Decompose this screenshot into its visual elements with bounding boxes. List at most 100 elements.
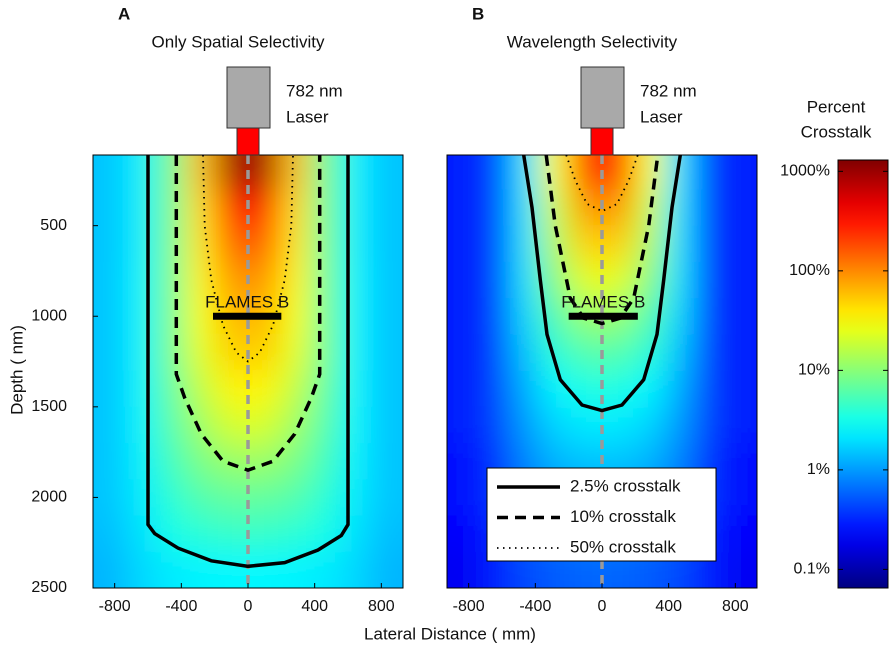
heat-cell [186,443,218,481]
heat-cell [248,406,280,445]
heat-cell [248,225,280,263]
heat-cell [726,515,757,553]
panel-title: Wavelength Selectivity [507,32,678,51]
heat-cell [509,406,541,445]
heat-cell [602,334,634,372]
colorbar-tick-label: 10% [798,362,830,379]
heat-cell [155,479,187,517]
heat-cell [341,334,373,372]
heat-cell [93,225,125,263]
x-tick-label: 400 [655,598,682,615]
heat-cell [124,370,156,408]
heat-cell [93,298,125,336]
x-axis-label: Lateral Distance ( mm) [364,624,536,643]
target-label: FLAMES B [561,293,645,312]
colorbar-tick-label: 100% [789,262,830,279]
heat-cell [509,155,541,191]
heat-cell [602,406,634,445]
heat-cell [248,155,280,191]
heat-cell [447,406,479,445]
y-axis-label: Depth ( nm) [7,325,26,415]
heat-cell [279,298,311,336]
laser-aperture [236,127,260,156]
y-tick-label: 500 [40,217,67,234]
heat-cell [478,189,510,227]
heat-cell [571,225,603,263]
heat-cell [664,370,696,408]
heat-cell [695,155,727,191]
heat-cell [726,155,757,191]
heat-cell [93,189,125,227]
heat-cell [217,225,249,263]
laser-label: 782 nm [286,81,343,100]
contour [174,155,322,473]
heat-cell [341,406,373,445]
heat-cell [372,261,403,300]
colorbar [837,159,889,589]
contour [202,155,294,363]
heat-cell [633,406,665,445]
heat-cell [279,370,311,408]
colorbar-tick-label: 0.1% [794,561,830,578]
heat-cell [372,225,403,263]
heat-cell [341,479,373,517]
heat-cell [664,298,696,336]
y-tick-label: 2000 [31,489,67,506]
heat-cell [124,189,156,227]
heat-cell [372,298,403,336]
heat-cell [695,334,727,372]
heatmap-cells [93,155,403,588]
heat-cell [310,225,342,263]
heat-cell [93,551,125,588]
heat-cell [478,155,510,191]
heat-cell [571,370,603,408]
heat-cell [540,155,572,191]
heat-cell [372,479,403,517]
heat-cell [447,515,479,553]
heat-cell [155,406,187,445]
x-tick-label: -800 [99,598,131,615]
laser-body [580,66,625,129]
heat-cell [726,189,757,227]
heat-cell [447,225,479,263]
heat-cell [447,189,479,227]
heat-cell [571,551,603,588]
heat-cell [124,334,156,372]
heat-cell [372,443,403,481]
heat-cell [726,261,757,300]
heat-cell [509,298,541,336]
heat-cell [664,261,696,300]
contour [544,155,660,326]
heat-cell [664,406,696,445]
heat-cell [509,261,541,300]
heat-cell [478,261,510,300]
heat-cell [571,189,603,227]
heat-cell [124,515,156,553]
legend-box [486,467,717,562]
heat-cell [217,155,249,191]
heat-cell [447,443,479,481]
x-tick-label: -800 [453,598,485,615]
heat-cell [93,155,125,191]
heat-cell [248,479,280,517]
heat-cell [695,551,727,588]
heat-cell [248,551,280,588]
heat-cell [279,155,311,191]
heat-cell [279,406,311,445]
heat-cell [310,443,342,481]
x-tick-label: 800 [722,598,749,615]
legend-label: 50% crosstalk [570,537,676,556]
heat-cell [217,479,249,517]
heat-cell [478,406,510,445]
heat-cell [478,298,510,336]
heat-cell [372,551,403,588]
heat-cell [726,406,757,445]
heat-cell [478,551,510,588]
colorbar-tick-label: 1% [807,461,830,478]
heat-cell [155,225,187,263]
heat-cell [93,406,125,445]
heat-cell [310,515,342,553]
heat-cell [124,298,156,336]
heat-cell [310,189,342,227]
